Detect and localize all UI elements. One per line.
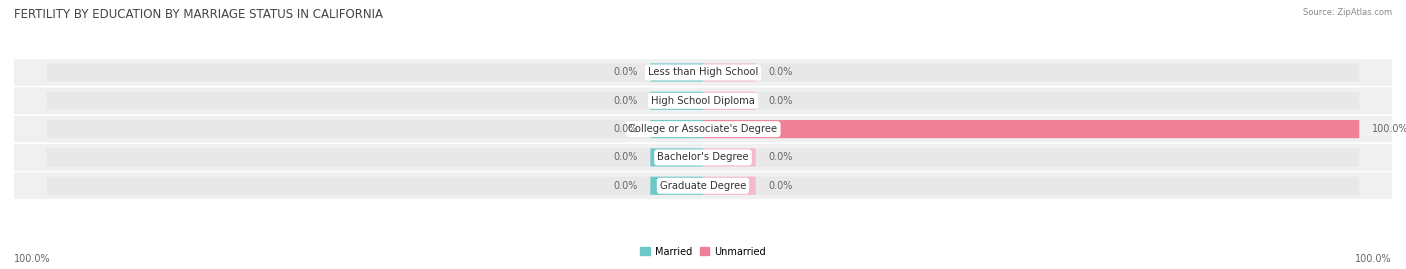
Text: 0.0%: 0.0% [613,68,637,77]
Text: 100.0%: 100.0% [1355,254,1392,264]
Text: 0.0%: 0.0% [769,181,793,191]
FancyBboxPatch shape [703,120,1360,138]
Text: 100.0%: 100.0% [1372,124,1406,134]
FancyBboxPatch shape [651,92,703,110]
Text: Bachelor's Degree: Bachelor's Degree [657,153,749,162]
FancyBboxPatch shape [703,177,755,195]
Text: Less than High School: Less than High School [648,68,758,77]
Legend: Married, Unmarried: Married, Unmarried [640,247,766,257]
Text: Source: ZipAtlas.com: Source: ZipAtlas.com [1303,8,1392,17]
Text: 0.0%: 0.0% [613,124,637,134]
FancyBboxPatch shape [651,63,703,82]
FancyBboxPatch shape [14,87,1392,114]
FancyBboxPatch shape [703,148,755,167]
FancyBboxPatch shape [46,63,1360,82]
Text: 0.0%: 0.0% [613,96,637,106]
FancyBboxPatch shape [14,116,1392,142]
FancyBboxPatch shape [14,172,1392,199]
Text: 0.0%: 0.0% [769,153,793,162]
FancyBboxPatch shape [46,92,1360,110]
FancyBboxPatch shape [14,144,1392,171]
Text: 0.0%: 0.0% [769,96,793,106]
FancyBboxPatch shape [46,120,1360,138]
Text: High School Diploma: High School Diploma [651,96,755,106]
FancyBboxPatch shape [703,92,755,110]
FancyBboxPatch shape [46,148,1360,167]
FancyBboxPatch shape [14,59,1392,86]
FancyBboxPatch shape [703,63,755,82]
FancyBboxPatch shape [46,177,1360,195]
Text: Graduate Degree: Graduate Degree [659,181,747,191]
Text: College or Associate's Degree: College or Associate's Degree [628,124,778,134]
Text: 0.0%: 0.0% [769,68,793,77]
FancyBboxPatch shape [651,177,703,195]
Text: 100.0%: 100.0% [14,254,51,264]
FancyBboxPatch shape [651,148,703,167]
FancyBboxPatch shape [651,120,703,138]
Text: 0.0%: 0.0% [613,181,637,191]
Text: FERTILITY BY EDUCATION BY MARRIAGE STATUS IN CALIFORNIA: FERTILITY BY EDUCATION BY MARRIAGE STATU… [14,8,382,21]
Text: 0.0%: 0.0% [613,153,637,162]
